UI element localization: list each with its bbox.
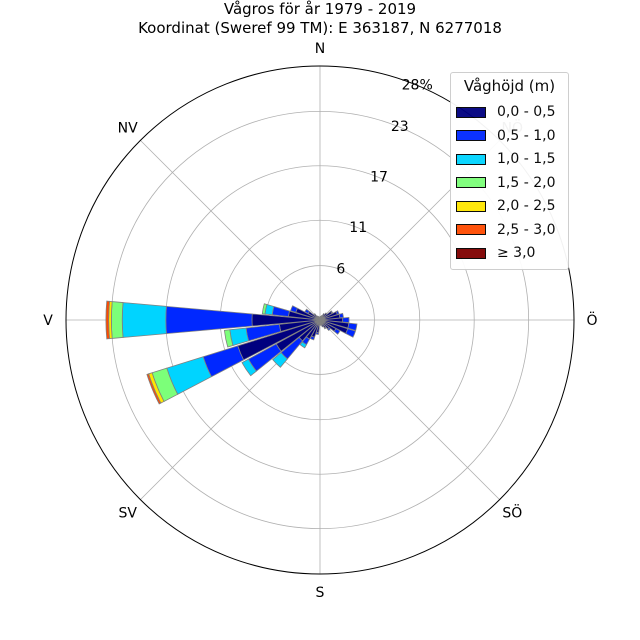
legend-item: 1,0 - 1,5 (456, 150, 555, 168)
direction-label-se: SÖ (502, 503, 522, 521)
rose-segment (338, 312, 344, 319)
legend-swatch (456, 247, 486, 259)
legend: Våghöjd (m) 0,0 - 0,5 0,5 - 1,0 1,0 - 1,5 1… (450, 72, 569, 270)
rose-segment (223, 329, 234, 348)
direction-label-s: S (316, 585, 325, 601)
rose-segment (309, 335, 316, 341)
rose-segment (318, 316, 321, 321)
direction-label-w: V (43, 313, 53, 329)
rose-segment (241, 358, 257, 377)
rose-segment (105, 300, 110, 340)
outer-circle (65, 65, 575, 575)
legend-swatch (456, 200, 486, 212)
rose-segment (272, 352, 288, 368)
rose-segment (121, 302, 167, 338)
rose-segment (345, 328, 356, 338)
rose-segment (229, 327, 250, 346)
legend-label: 1,0 - 1,5 (497, 151, 556, 167)
rose-segment (290, 305, 299, 313)
rose-segment (327, 327, 331, 331)
legend-swatch (456, 177, 486, 188)
radial-tick-label: 28% (402, 77, 433, 93)
legend-label: 0,0 - 0,5 (497, 104, 556, 120)
radial-tick-label: 17 (370, 170, 388, 186)
legend-item: 2,0 - 2,5 (456, 197, 555, 215)
legend-item: 2,5 - 3,0 (456, 221, 555, 239)
rose-segment (342, 317, 350, 323)
legend-swatch (456, 106, 486, 118)
chart-subtitle: Koordinat (Sweref 99 TM): E 363187, N 62… (138, 19, 502, 37)
legend-swatch (456, 224, 486, 235)
rose-segment (299, 341, 308, 349)
legend-item: ≥ 3,0 (456, 244, 535, 262)
direction-label-sw: SV (118, 505, 137, 521)
legend-swatch (456, 153, 486, 165)
radial-tick-label: 6 (336, 262, 345, 278)
rose-segment (271, 306, 291, 318)
rose-segment (347, 322, 358, 331)
legend-label: 1,5 - 2,0 (497, 174, 556, 191)
legend-item: 0,5 - 1,0 (456, 127, 555, 145)
legend-item: 1,5 - 2,0 (456, 174, 555, 192)
radial-tick-label: 23 (391, 119, 409, 135)
rose-segment (304, 308, 310, 315)
legend-swatch (456, 130, 486, 141)
legend-label: 2,5 - 3,0 (497, 221, 556, 238)
legend-item: 0,0 - 0,5 (456, 103, 555, 121)
direction-label-n: N (315, 41, 325, 57)
legend-label: 2,0 - 2,5 (497, 198, 556, 214)
radial-gridline (140, 140, 321, 321)
radial-tick-label: 11 (349, 220, 367, 236)
radial-gridline (319, 319, 500, 500)
legend-label: 0,5 - 1,0 (497, 127, 556, 144)
chart-title: Vågros för år 1979 - 2019 (223, 0, 417, 18)
rose-segment (146, 373, 162, 405)
rose-segment (323, 326, 327, 330)
rose-segment (333, 328, 341, 335)
direction-label-nw: NV (118, 121, 138, 137)
rose-segment (110, 301, 124, 339)
direction-label-e: Ö (586, 311, 597, 329)
rose-segment (313, 313, 316, 316)
rose-segment (261, 303, 268, 315)
legend-label: ≥ 3,0 (497, 245, 536, 261)
legend-title: Våghöjd (m) (463, 77, 556, 95)
